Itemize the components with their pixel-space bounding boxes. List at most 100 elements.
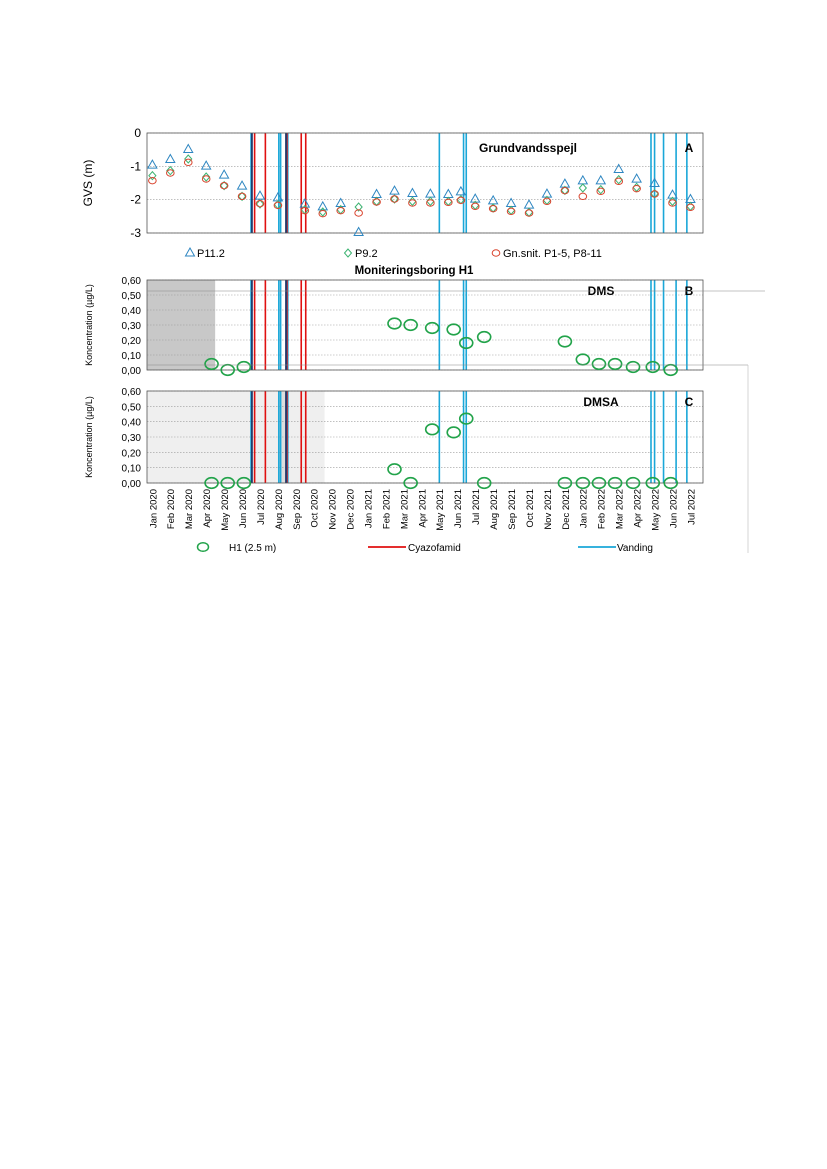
- p11-marker: [254, 190, 266, 200]
- h1-marker: [645, 360, 661, 374]
- y-tick-label: -1: [130, 159, 141, 173]
- gn-marker: [456, 196, 466, 205]
- h1-marker: [645, 476, 661, 490]
- x-tick-label: Apr 2020: [202, 489, 213, 528]
- h1-marker: [458, 412, 474, 425]
- h1-marker: [220, 476, 236, 490]
- y-tick-label: 0,10: [122, 351, 142, 362]
- x-tick-label: Jul 2020: [256, 489, 267, 525]
- y-tick-label: 0,50: [122, 291, 142, 302]
- p9-marker: [506, 205, 516, 216]
- gn-marker: [336, 206, 346, 215]
- y-tick-label: 0,20: [122, 336, 142, 347]
- legend-bottom: H1 (2.5 m) Cyazofamid Vanding: [196, 541, 653, 554]
- gn-marker: [390, 195, 399, 203]
- p11-marker: [218, 169, 230, 179]
- p11-marker: [442, 188, 454, 198]
- gn-marker: [166, 169, 175, 177]
- gn-marker: [542, 197, 552, 206]
- p9-marker: [166, 165, 175, 176]
- x-tick-label: Sep 2021: [507, 489, 518, 530]
- p11-marker: [164, 153, 176, 163]
- x-tick-label: Jan 2021: [364, 489, 375, 528]
- gn-marker: [408, 199, 417, 207]
- p11-marker: [595, 174, 607, 185]
- gn-marker: [650, 190, 659, 198]
- legend-label: P11.2: [197, 248, 225, 260]
- p9-marker: [148, 170, 157, 181]
- p9-marker: [408, 196, 417, 207]
- gn-marker: [426, 199, 435, 207]
- p9-marker: [318, 207, 327, 217]
- x-tick-label: Dec 2020: [346, 489, 357, 530]
- p9-marker: [426, 196, 435, 207]
- h1-marker: [424, 321, 440, 335]
- legend-label: H1 (2.5 m): [229, 543, 276, 554]
- gn-marker: [488, 204, 498, 213]
- y-tick-label: 0,40: [122, 306, 142, 317]
- x-tick-label: Nov 2021: [543, 489, 554, 530]
- p11-marker: [317, 200, 329, 211]
- p11-marker: [523, 199, 535, 209]
- x-tick-label: Feb 2020: [166, 489, 177, 529]
- x-axis: Jan 2020 Feb 2020 Mar 2020 Apr 2020 May 2020…: [148, 489, 697, 531]
- legend-label: Cyazofamid: [408, 543, 461, 554]
- h1-marker: [458, 336, 474, 350]
- y-tick-label: 0,00: [122, 366, 142, 377]
- x-tick-label: Jun 2022: [668, 489, 679, 528]
- p9-marker: [444, 196, 453, 207]
- plot-frame: [146, 279, 704, 371]
- p9-marker: [237, 191, 247, 202]
- monitoring-title: Moniteringsboring H1: [355, 265, 474, 277]
- x-tick-label: May 2021: [435, 489, 446, 531]
- plot-frame: [146, 390, 704, 484]
- gn-marker: [273, 201, 283, 210]
- p11-marker: [389, 185, 400, 195]
- h1-marker: [236, 476, 252, 490]
- p11-marker: [667, 189, 678, 199]
- p9-marker: [686, 201, 695, 212]
- p11-marker: [335, 197, 347, 207]
- gn-marker: [219, 181, 229, 190]
- gn-marker: [354, 209, 363, 217]
- h1-marker: [607, 357, 623, 371]
- x-tick-label: Jul 2021: [471, 489, 482, 525]
- panel-label: DMSA: [583, 395, 619, 409]
- gn-marker: [201, 175, 211, 183]
- gn-marker: [560, 186, 570, 195]
- h1-marker: [446, 323, 461, 336]
- p9-marker: [202, 172, 211, 182]
- p11-marker: [613, 163, 625, 173]
- y-tick-label: 0,60: [122, 387, 142, 398]
- legend-a: P11.2 P9.2 Gn.snit. P1-5, P8-11: [184, 246, 602, 260]
- h1-marker: [625, 360, 641, 374]
- x-tick-label: Dec 2021: [561, 489, 572, 530]
- x-tick-label: Mar 2021: [399, 489, 410, 529]
- h1-marker: [424, 423, 440, 436]
- y-tick-label: 0,10: [122, 464, 142, 475]
- x-tick-label: Oct 2020: [310, 489, 321, 528]
- x-tick-label: Apr 2022: [633, 489, 644, 528]
- gn-marker: [614, 177, 624, 186]
- h1-marker: [607, 476, 623, 490]
- panel-title: Grundvandsspejl: [479, 141, 577, 155]
- y-axis-label: Koncentration (µg/L): [84, 284, 94, 366]
- p11-marker: [469, 193, 481, 203]
- p11-marker: [147, 159, 158, 169]
- h1-marker: [557, 335, 573, 348]
- x-tick-label: Feb 2021: [381, 489, 392, 529]
- p11-marker: [425, 188, 436, 198]
- p11-marker: [455, 185, 467, 196]
- legend-p11-marker: [184, 246, 196, 257]
- gn-marker: [578, 192, 588, 201]
- gn-marker: [524, 209, 534, 217]
- x-tick-label: Jan 2022: [579, 489, 590, 528]
- panel-a: 0 -1 -2 -3 GVS (m) Grundvandsspejl A: [81, 126, 704, 240]
- y-tick-label: -2: [130, 193, 141, 207]
- x-tick-label: Sep 2020: [292, 489, 303, 530]
- p11-marker: [353, 226, 364, 236]
- gn-marker: [506, 207, 516, 216]
- h1-marker: [575, 353, 591, 366]
- x-tick-label: Jun 2020: [238, 489, 249, 528]
